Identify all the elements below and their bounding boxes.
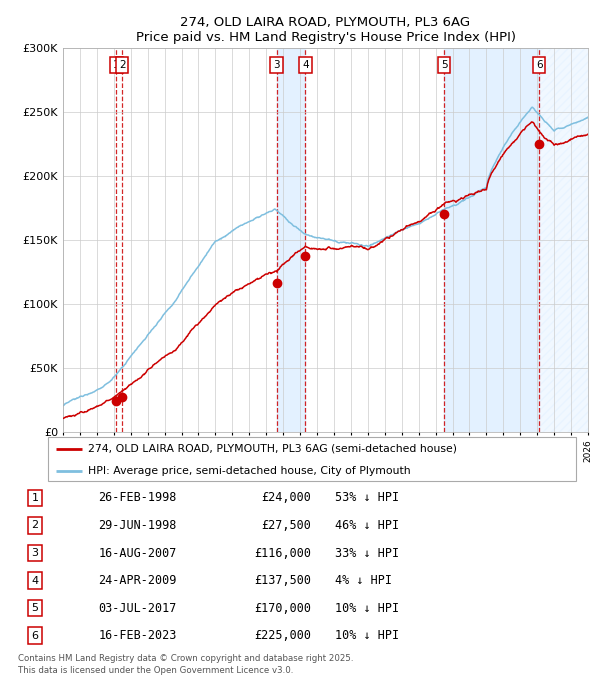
Text: £116,000: £116,000 [254, 547, 311, 560]
Text: 10% ↓ HPI: 10% ↓ HPI [335, 602, 398, 615]
Text: 16-AUG-2007: 16-AUG-2007 [98, 547, 177, 560]
Text: 24-APR-2009: 24-APR-2009 [98, 574, 177, 587]
Text: £137,500: £137,500 [254, 574, 311, 587]
Title: 274, OLD LAIRA ROAD, PLYMOUTH, PL3 6AG
Price paid vs. HM Land Registry's House P: 274, OLD LAIRA ROAD, PLYMOUTH, PL3 6AG P… [136, 16, 515, 44]
Text: £170,000: £170,000 [254, 602, 311, 615]
Text: 5: 5 [32, 603, 38, 613]
Text: This data is licensed under the Open Government Licence v3.0.: This data is licensed under the Open Gov… [18, 666, 293, 675]
Text: 6: 6 [32, 630, 38, 641]
Text: 03-JUL-2017: 03-JUL-2017 [98, 602, 177, 615]
Text: 5: 5 [441, 60, 448, 70]
Text: 6: 6 [536, 60, 542, 70]
Bar [539, 48, 588, 432]
Bar [277, 48, 305, 432]
Text: 16-FEB-2023: 16-FEB-2023 [98, 629, 177, 642]
Text: £27,500: £27,500 [262, 519, 311, 532]
Text: 3: 3 [274, 60, 280, 70]
Text: 3: 3 [32, 548, 38, 558]
Bar [444, 48, 539, 432]
Text: 2: 2 [119, 60, 125, 70]
Text: 2: 2 [31, 520, 38, 530]
Text: 1: 1 [113, 60, 119, 70]
Text: £225,000: £225,000 [254, 629, 311, 642]
Text: 1: 1 [32, 493, 38, 503]
Text: HPI: Average price, semi-detached house, City of Plymouth: HPI: Average price, semi-detached house,… [88, 466, 410, 476]
Text: 26-FEB-1998: 26-FEB-1998 [98, 492, 177, 505]
Text: Contains HM Land Registry data © Crown copyright and database right 2025.: Contains HM Land Registry data © Crown c… [18, 654, 353, 663]
Text: 4: 4 [302, 60, 308, 70]
FancyBboxPatch shape [48, 437, 576, 481]
Text: 4% ↓ HPI: 4% ↓ HPI [335, 574, 392, 587]
Text: 29-JUN-1998: 29-JUN-1998 [98, 519, 177, 532]
Text: 33% ↓ HPI: 33% ↓ HPI [335, 547, 398, 560]
Text: 4: 4 [31, 575, 38, 585]
Text: 53% ↓ HPI: 53% ↓ HPI [335, 492, 398, 505]
Text: £24,000: £24,000 [262, 492, 311, 505]
Text: 274, OLD LAIRA ROAD, PLYMOUTH, PL3 6AG (semi-detached house): 274, OLD LAIRA ROAD, PLYMOUTH, PL3 6AG (… [88, 444, 457, 454]
Text: 10% ↓ HPI: 10% ↓ HPI [335, 629, 398, 642]
Text: 46% ↓ HPI: 46% ↓ HPI [335, 519, 398, 532]
